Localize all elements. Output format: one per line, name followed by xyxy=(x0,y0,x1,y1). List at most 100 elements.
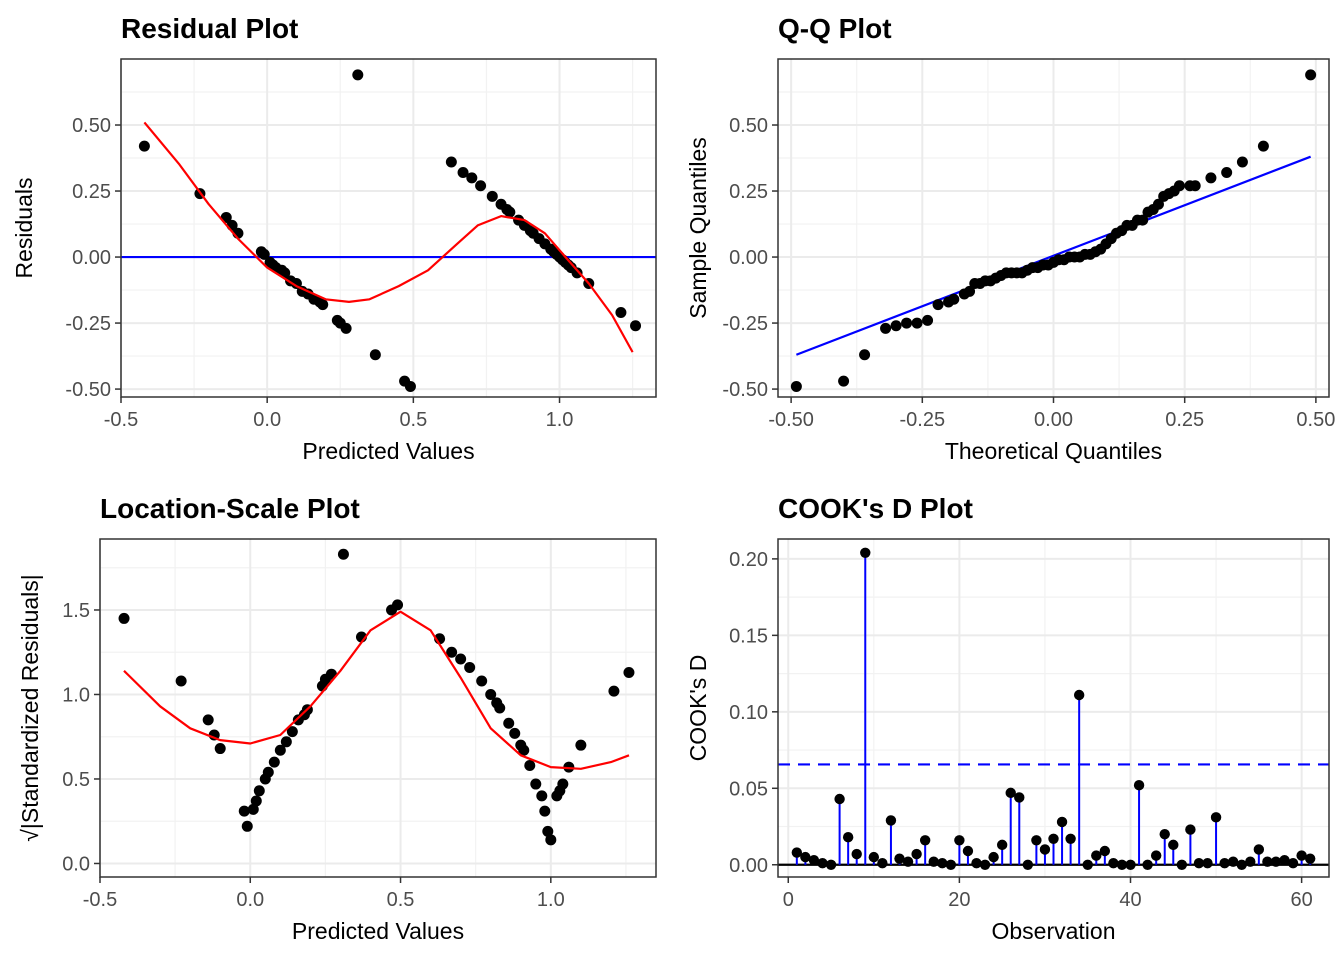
data-point xyxy=(557,778,569,790)
y-tick-label: 0.10 xyxy=(729,702,768,724)
data-point xyxy=(954,835,965,846)
data-point xyxy=(1108,858,1119,869)
data-point xyxy=(503,717,515,729)
data-point xyxy=(1227,856,1239,867)
data-point xyxy=(475,180,487,192)
data-point xyxy=(524,759,536,771)
data-point xyxy=(1236,156,1248,168)
data-point xyxy=(615,307,627,318)
data-point xyxy=(1262,856,1273,867)
data-point xyxy=(1168,839,1179,851)
y-tick-label: -0.50 xyxy=(722,379,768,401)
data-point xyxy=(894,853,905,864)
data-point xyxy=(1210,812,1222,823)
y-axis-label: √|Standardized Residuals| xyxy=(17,574,43,842)
data-point xyxy=(630,320,642,332)
data-point xyxy=(880,322,892,334)
data-point xyxy=(1219,858,1230,869)
data-point xyxy=(842,832,854,843)
data-point xyxy=(800,851,811,863)
data-point xyxy=(890,320,902,332)
data-point xyxy=(337,548,349,560)
data-point xyxy=(286,726,298,738)
data-point xyxy=(859,349,871,361)
data-point xyxy=(486,190,498,202)
plot-content xyxy=(121,69,656,392)
x-tick-label: 0.00 xyxy=(1034,409,1073,431)
y-axis-label-radical: √ xyxy=(17,829,43,842)
data-point xyxy=(518,744,530,756)
y-tick-label: 0.5 xyxy=(62,769,90,791)
data-point xyxy=(404,380,416,392)
data-point xyxy=(1022,859,1034,870)
data-point xyxy=(280,736,292,748)
data-point xyxy=(118,612,130,624)
data-point xyxy=(571,267,583,279)
data-point xyxy=(214,743,226,755)
x-tick-label: 40 xyxy=(1119,889,1141,911)
data-point xyxy=(1185,824,1196,835)
data-point xyxy=(476,675,488,687)
plot-content xyxy=(790,69,1317,392)
data-point xyxy=(241,820,253,832)
y-tick-label: -0.25 xyxy=(65,313,111,335)
data-point xyxy=(971,858,982,869)
data-point xyxy=(1125,859,1136,870)
x-axis-label: Predicted Values xyxy=(292,918,464,944)
data-point xyxy=(1137,214,1149,226)
data-point xyxy=(623,667,635,679)
data-point xyxy=(369,349,381,361)
data-point xyxy=(279,267,291,279)
chart-title: Q-Q Plot xyxy=(778,13,892,44)
x-tick-label: 0.25 xyxy=(1165,409,1204,431)
data-point xyxy=(545,834,557,846)
data-point xyxy=(317,299,329,311)
residual-plot-panel: -0.5 0.0 0.5 1.0 -0.50 -0.25 0.00 0.25 0.50 Resid… xyxy=(11,13,657,464)
data-point xyxy=(1073,689,1085,701)
y-tick-label: 1.0 xyxy=(62,684,90,706)
data-point xyxy=(466,172,478,184)
data-point xyxy=(1133,780,1145,791)
x-tick-label: 0 xyxy=(783,889,794,911)
y-tick-label: 0.50 xyxy=(729,115,768,137)
smooth-curve xyxy=(143,121,634,353)
plot-content xyxy=(778,547,1329,870)
data-point xyxy=(962,845,974,857)
data-point xyxy=(464,661,476,673)
data-point xyxy=(250,795,262,807)
data-point xyxy=(1279,854,1290,866)
qq-plot-panel: -0.50 -0.25 0.00 0.25 0.50 -0.50 -0.25 0.00 0.25… xyxy=(685,13,1335,464)
data-point xyxy=(979,859,991,870)
data-point xyxy=(262,766,274,778)
data-point xyxy=(539,805,551,817)
data-point xyxy=(392,599,404,611)
data-point xyxy=(932,299,944,311)
data-point xyxy=(504,206,516,218)
y-tick-label: 0.25 xyxy=(72,181,111,203)
y-axis-label: Residuals xyxy=(11,178,37,279)
data-point xyxy=(1253,844,1265,855)
data-point xyxy=(945,859,957,870)
plot-border xyxy=(120,58,657,398)
data-point xyxy=(922,314,934,326)
y-tick-label: 1.5 xyxy=(62,600,90,622)
data-point xyxy=(964,285,976,297)
x-axis-label: Observation xyxy=(991,918,1115,944)
y-axis-label: Sample Quantiles xyxy=(685,137,711,319)
location-scale-plot-panel: -0.5 0.0 0.5 1.0 0.0 0.5 1.0 1.5 Location-Scale … xyxy=(17,493,657,944)
data-point xyxy=(928,856,939,867)
data-point xyxy=(575,739,587,751)
data-point xyxy=(485,688,497,700)
data-point xyxy=(988,851,999,863)
data-point xyxy=(1039,844,1051,855)
y-tick-label: 0.15 xyxy=(729,625,768,647)
y-tick-label: 0.50 xyxy=(72,115,111,137)
data-point xyxy=(445,156,457,168)
x-tick-label: 60 xyxy=(1290,889,1312,911)
data-point xyxy=(1150,850,1162,861)
data-point xyxy=(457,167,469,179)
x-tick-label: 1.0 xyxy=(537,889,565,911)
y-tick-label: 0.00 xyxy=(729,247,768,269)
data-point xyxy=(1142,859,1153,870)
